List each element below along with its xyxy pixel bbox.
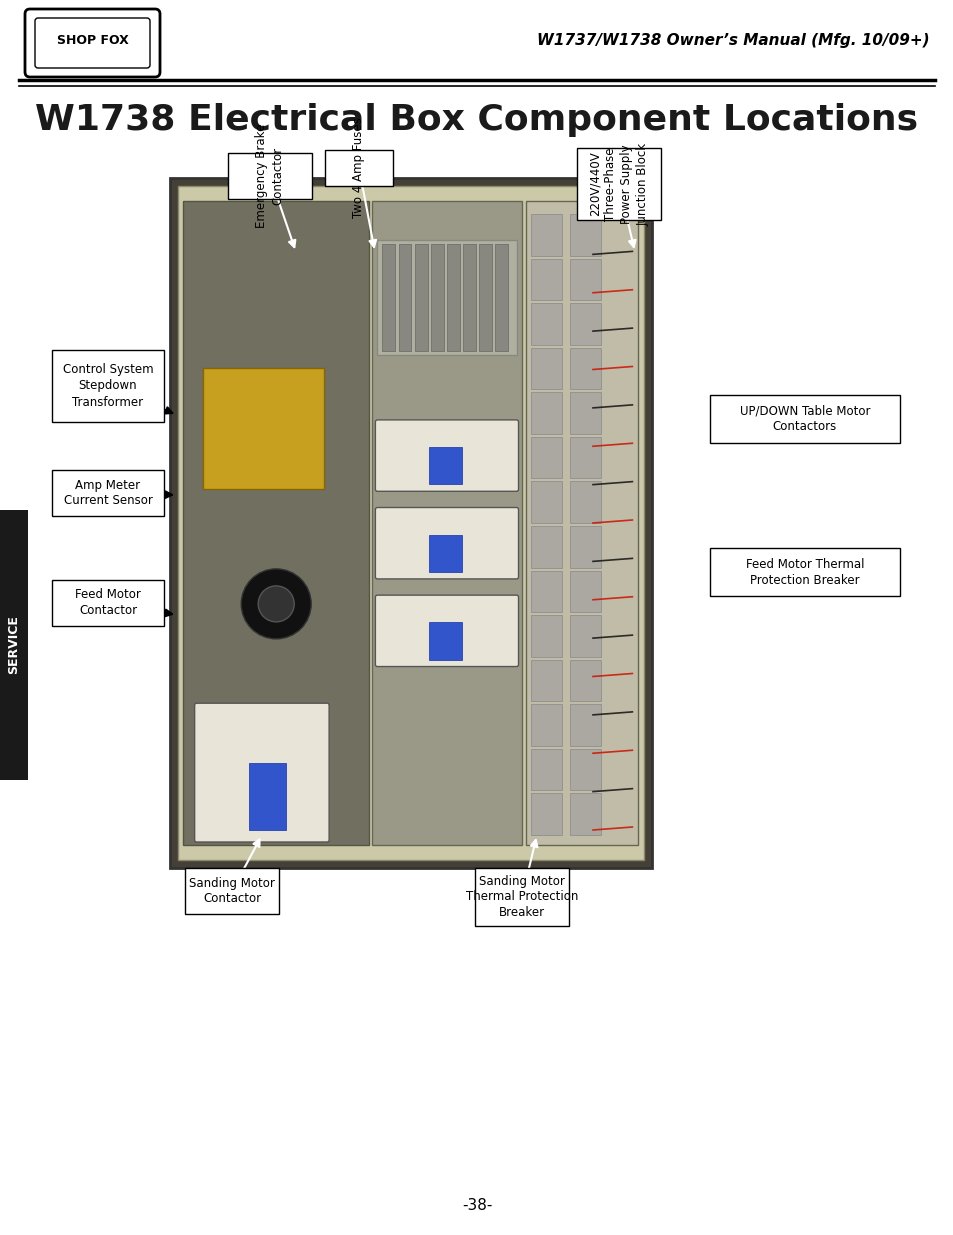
Bar [530,482,561,522]
Bar [429,447,461,484]
FancyBboxPatch shape [194,703,329,842]
Bar [185,868,278,914]
FancyBboxPatch shape [25,9,160,77]
Bar [325,149,393,186]
Bar [569,793,600,835]
Text: Amp Meter
Current Sensor: Amp Meter Current Sensor [64,478,152,508]
Bar [569,571,600,613]
Bar [377,240,516,354]
Bar [429,535,461,572]
Text: Two 4 Amp Fuses: Two 4 Amp Fuses [352,117,365,219]
Bar [530,659,561,701]
Bar [415,245,427,351]
Bar [569,704,600,746]
Text: Emergency Brake
Contactor: Emergency Brake Contactor [255,124,284,228]
Bar [52,580,164,626]
Bar [0,510,28,781]
Bar [372,201,521,845]
Bar [429,622,461,659]
FancyBboxPatch shape [375,420,518,492]
Bar [530,748,561,790]
Bar [530,258,561,300]
Bar [577,148,660,220]
Bar [569,393,600,433]
Text: Feed Motor
Contactor: Feed Motor Contactor [75,589,141,618]
Bar [569,526,600,568]
Bar [475,868,568,926]
Bar [495,245,508,351]
FancyBboxPatch shape [375,508,518,579]
Text: Feed Motor Thermal
Protection Breaker: Feed Motor Thermal Protection Breaker [745,557,863,587]
Text: W1737/W1738 Owner’s Manual (Mfg. 10/09+): W1737/W1738 Owner’s Manual (Mfg. 10/09+) [537,32,929,47]
FancyBboxPatch shape [35,19,150,68]
Bar [709,548,899,597]
Bar [530,615,561,657]
Bar [431,245,443,351]
Bar [203,368,324,489]
Bar [530,303,561,345]
Text: 220V/440V
Three-Phase
Power Supply
Junction Block: 220V/440V Three-Phase Power Supply Junct… [588,142,649,226]
Bar [382,245,395,351]
Bar [569,214,600,256]
Bar [569,659,600,701]
Text: SHOP FOX: SHOP FOX [57,33,129,47]
Circle shape [241,569,311,638]
Bar [530,571,561,613]
Bar [530,348,561,389]
Bar [569,303,600,345]
Bar [462,245,476,351]
Bar [530,793,561,835]
Text: UP/DOWN Table Motor
Contactors: UP/DOWN Table Motor Contactors [739,405,869,433]
Text: Sanding Motor
Contactor: Sanding Motor Contactor [189,877,274,905]
Text: SERVICE: SERVICE [8,615,20,674]
Bar [530,214,561,256]
Text: -38-: -38- [461,1198,492,1213]
Bar [178,186,643,860]
Text: Sanding Motor
Thermal Protection
Breaker: Sanding Motor Thermal Protection Breaker [465,874,578,920]
Circle shape [258,585,294,622]
Bar [530,437,561,478]
Bar [478,245,492,351]
FancyBboxPatch shape [375,595,518,667]
Bar [709,395,899,443]
Bar [228,153,312,199]
Bar [530,704,561,746]
Text: Control System
Stepdown
Transformer: Control System Stepdown Transformer [63,363,153,409]
Bar [170,178,651,868]
Bar [569,437,600,478]
Bar [398,245,411,351]
Bar [569,482,600,522]
Bar [249,762,286,830]
Bar [52,350,164,422]
Bar [530,526,561,568]
Bar [447,245,459,351]
Bar [569,348,600,389]
Bar [569,615,600,657]
Bar [52,471,164,516]
Bar [530,393,561,433]
Bar [183,201,369,845]
Bar [569,748,600,790]
Text: W1738 Electrical Box Component Locations: W1738 Electrical Box Component Locations [35,103,918,137]
Bar [525,201,638,845]
Bar [569,258,600,300]
